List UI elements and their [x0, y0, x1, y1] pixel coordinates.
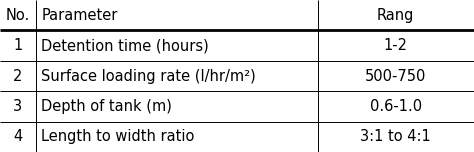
Text: Depth of tank (m): Depth of tank (m)	[41, 99, 172, 114]
Text: Rang: Rang	[377, 8, 414, 23]
Text: Detention time (hours): Detention time (hours)	[41, 38, 209, 53]
Text: 500-750: 500-750	[365, 69, 427, 83]
Text: 2: 2	[13, 69, 22, 83]
Text: No.: No.	[6, 8, 30, 23]
Text: 3: 3	[13, 99, 22, 114]
Text: Parameter: Parameter	[41, 8, 118, 23]
Text: 4: 4	[13, 129, 22, 144]
Text: 3:1 to 4:1: 3:1 to 4:1	[360, 129, 431, 144]
Text: Surface loading rate (l/hr/m²): Surface loading rate (l/hr/m²)	[41, 69, 256, 83]
Text: 1: 1	[13, 38, 22, 53]
Text: 0.6-1.0: 0.6-1.0	[370, 99, 422, 114]
Text: 1-2: 1-2	[384, 38, 408, 53]
Text: Length to width ratio: Length to width ratio	[41, 129, 195, 144]
